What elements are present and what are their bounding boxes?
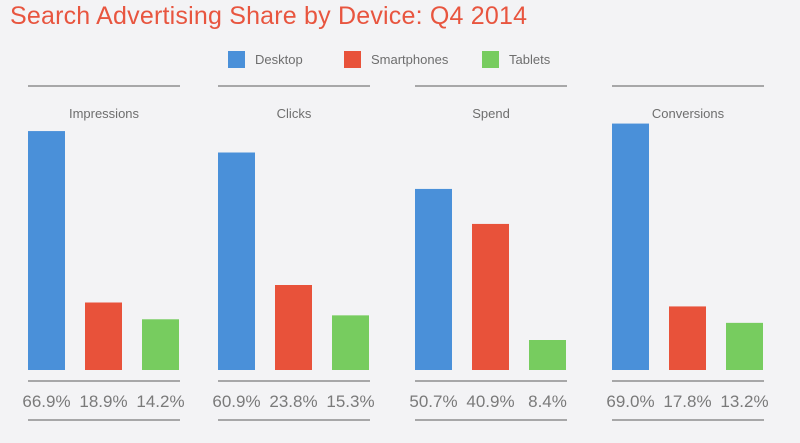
legend-swatch-desktop [228, 51, 245, 68]
legend-item-smartphones: Smartphones [344, 51, 448, 68]
bar-spend-desktop [415, 188, 452, 370]
legend-swatch-tablets [482, 51, 499, 68]
value-label-spend-tablets: 8.4% [528, 392, 567, 411]
bar-clicks-smartphones [275, 285, 312, 370]
bar-impressions-smartphones [85, 302, 122, 370]
panel-label-spend: Spend [472, 106, 510, 121]
legend-label-smartphones: Smartphones [371, 52, 449, 67]
bar-conversions-desktop [612, 123, 649, 370]
panel-label-impressions: Impressions [69, 106, 140, 121]
panel-label-conversions: Conversions [652, 106, 725, 121]
bar-spend-tablets [529, 340, 566, 370]
bar-conversions-tablets [726, 322, 763, 370]
value-label-conversions-smartphones: 17.8% [663, 392, 711, 411]
value-label-spend-desktop: 50.7% [409, 392, 457, 411]
value-label-conversions-tablets: 13.2% [720, 392, 768, 411]
legend-item-desktop: Desktop [228, 51, 303, 68]
legend-label-desktop: Desktop [255, 52, 303, 67]
panel-label-clicks: Clicks [277, 106, 312, 121]
value-label-clicks-desktop: 60.9% [212, 392, 260, 411]
value-label-impressions-smartphones: 18.9% [79, 392, 127, 411]
bar-impressions-tablets [142, 319, 179, 370]
legend: Desktop Smartphones Tablets [0, 51, 800, 71]
value-label-clicks-tablets: 15.3% [326, 392, 374, 411]
bar-impressions-desktop [28, 131, 65, 370]
legend-swatch-smartphones [344, 51, 361, 68]
bar-spend-smartphones [472, 223, 509, 370]
value-label-impressions-desktop: 66.9% [22, 392, 70, 411]
bar-clicks-tablets [332, 315, 369, 370]
bar-conversions-smartphones [669, 306, 706, 370]
chart-title: Search Advertising Share by Device: Q4 2… [10, 2, 528, 30]
value-label-clicks-smartphones: 23.8% [269, 392, 317, 411]
value-label-conversions-desktop: 69.0% [606, 392, 654, 411]
legend-label-tablets: Tablets [509, 52, 551, 67]
bar-clicks-desktop [218, 152, 255, 370]
legend-item-tablets: Tablets [482, 51, 550, 68]
value-label-impressions-tablets: 14.2% [136, 392, 184, 411]
value-label-spend-smartphones: 40.9% [466, 392, 514, 411]
